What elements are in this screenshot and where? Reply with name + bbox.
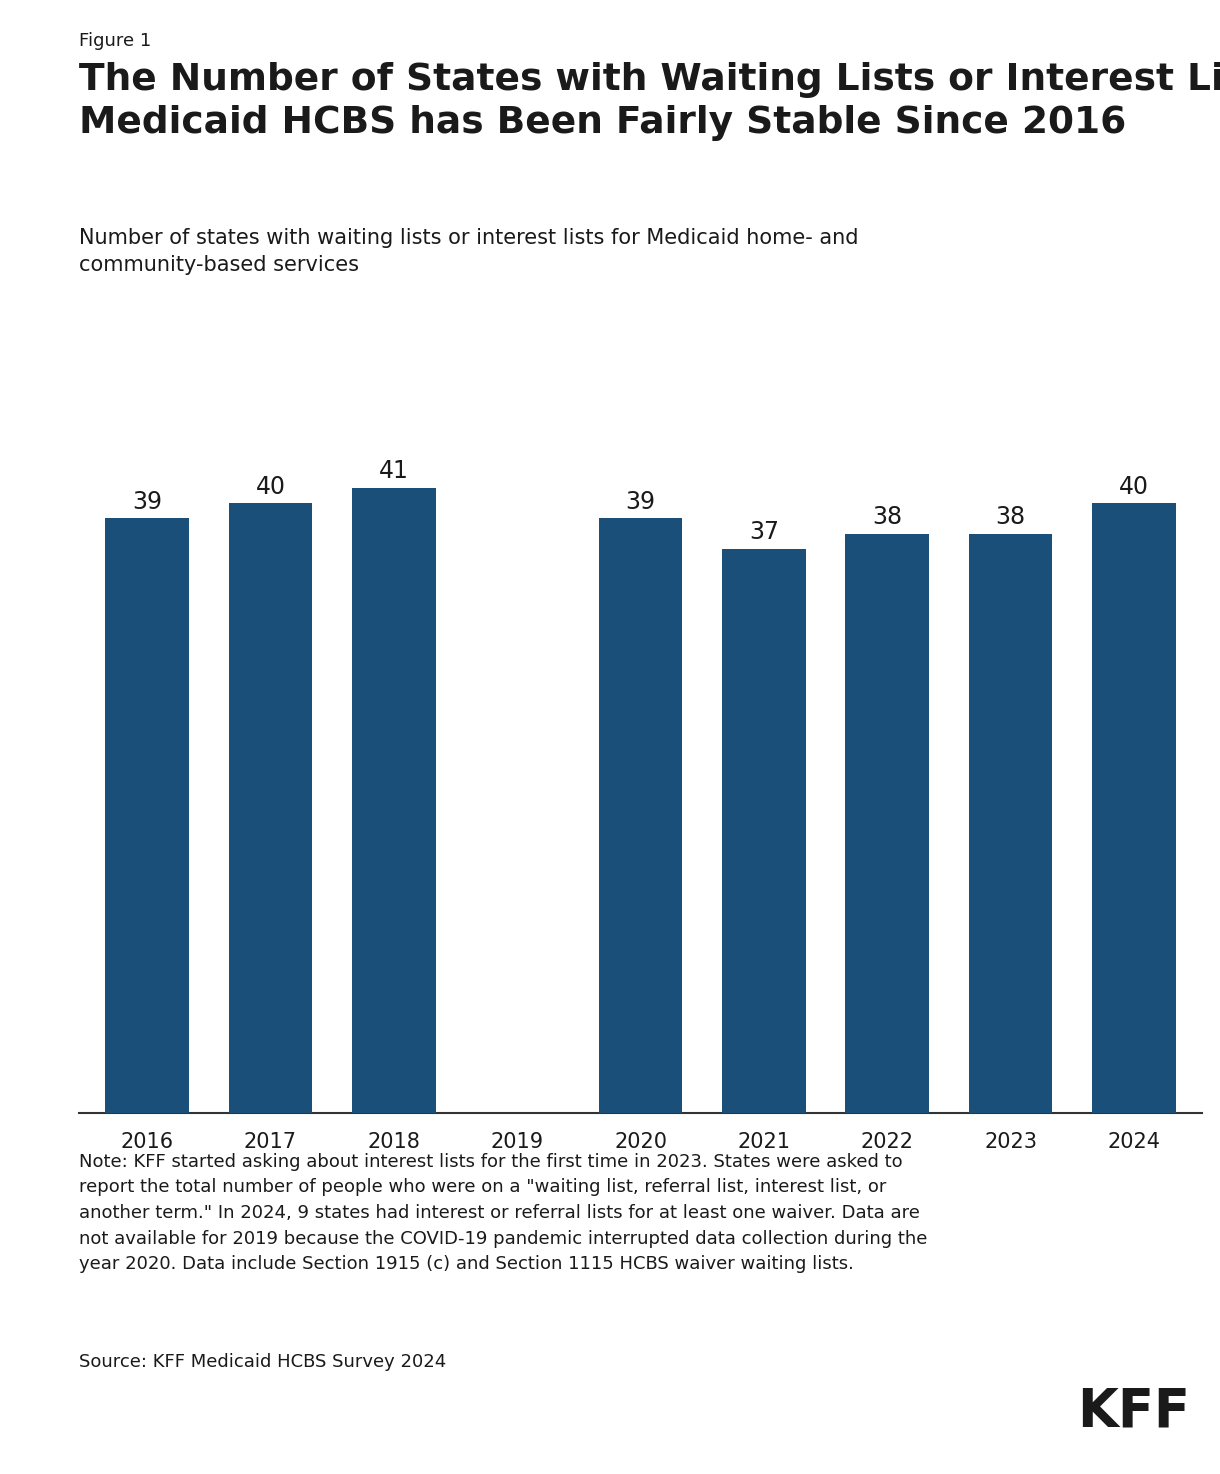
Bar (228, 503, 312, 1113)
Text: KFF: KFF (1076, 1386, 1190, 1437)
Bar (599, 519, 682, 1113)
Bar (105, 519, 189, 1113)
Bar (969, 534, 1053, 1113)
Text: 40: 40 (1119, 475, 1149, 498)
Bar (845, 534, 930, 1113)
Text: 38: 38 (996, 506, 1026, 529)
Text: 39: 39 (626, 489, 655, 514)
Text: Source: KFF Medicaid HCBS Survey 2024: Source: KFF Medicaid HCBS Survey 2024 (79, 1353, 447, 1371)
Text: 39: 39 (132, 489, 162, 514)
Text: Note: KFF started asking about interest lists for the first time in 2023. States: Note: KFF started asking about interest … (79, 1153, 927, 1274)
Text: Figure 1: Figure 1 (79, 32, 151, 50)
Text: 38: 38 (872, 506, 903, 529)
Text: 41: 41 (379, 460, 409, 483)
Text: Number of states with waiting lists or interest lists for Medicaid home- and
com: Number of states with waiting lists or i… (79, 228, 859, 274)
Bar (351, 488, 436, 1113)
Text: The Number of States with Waiting Lists or Interest Lists for
Medicaid HCBS has : The Number of States with Waiting Lists … (79, 62, 1220, 142)
Text: 37: 37 (749, 520, 778, 544)
Bar (1092, 503, 1176, 1113)
Text: 40: 40 (255, 475, 285, 498)
Bar (722, 548, 805, 1113)
